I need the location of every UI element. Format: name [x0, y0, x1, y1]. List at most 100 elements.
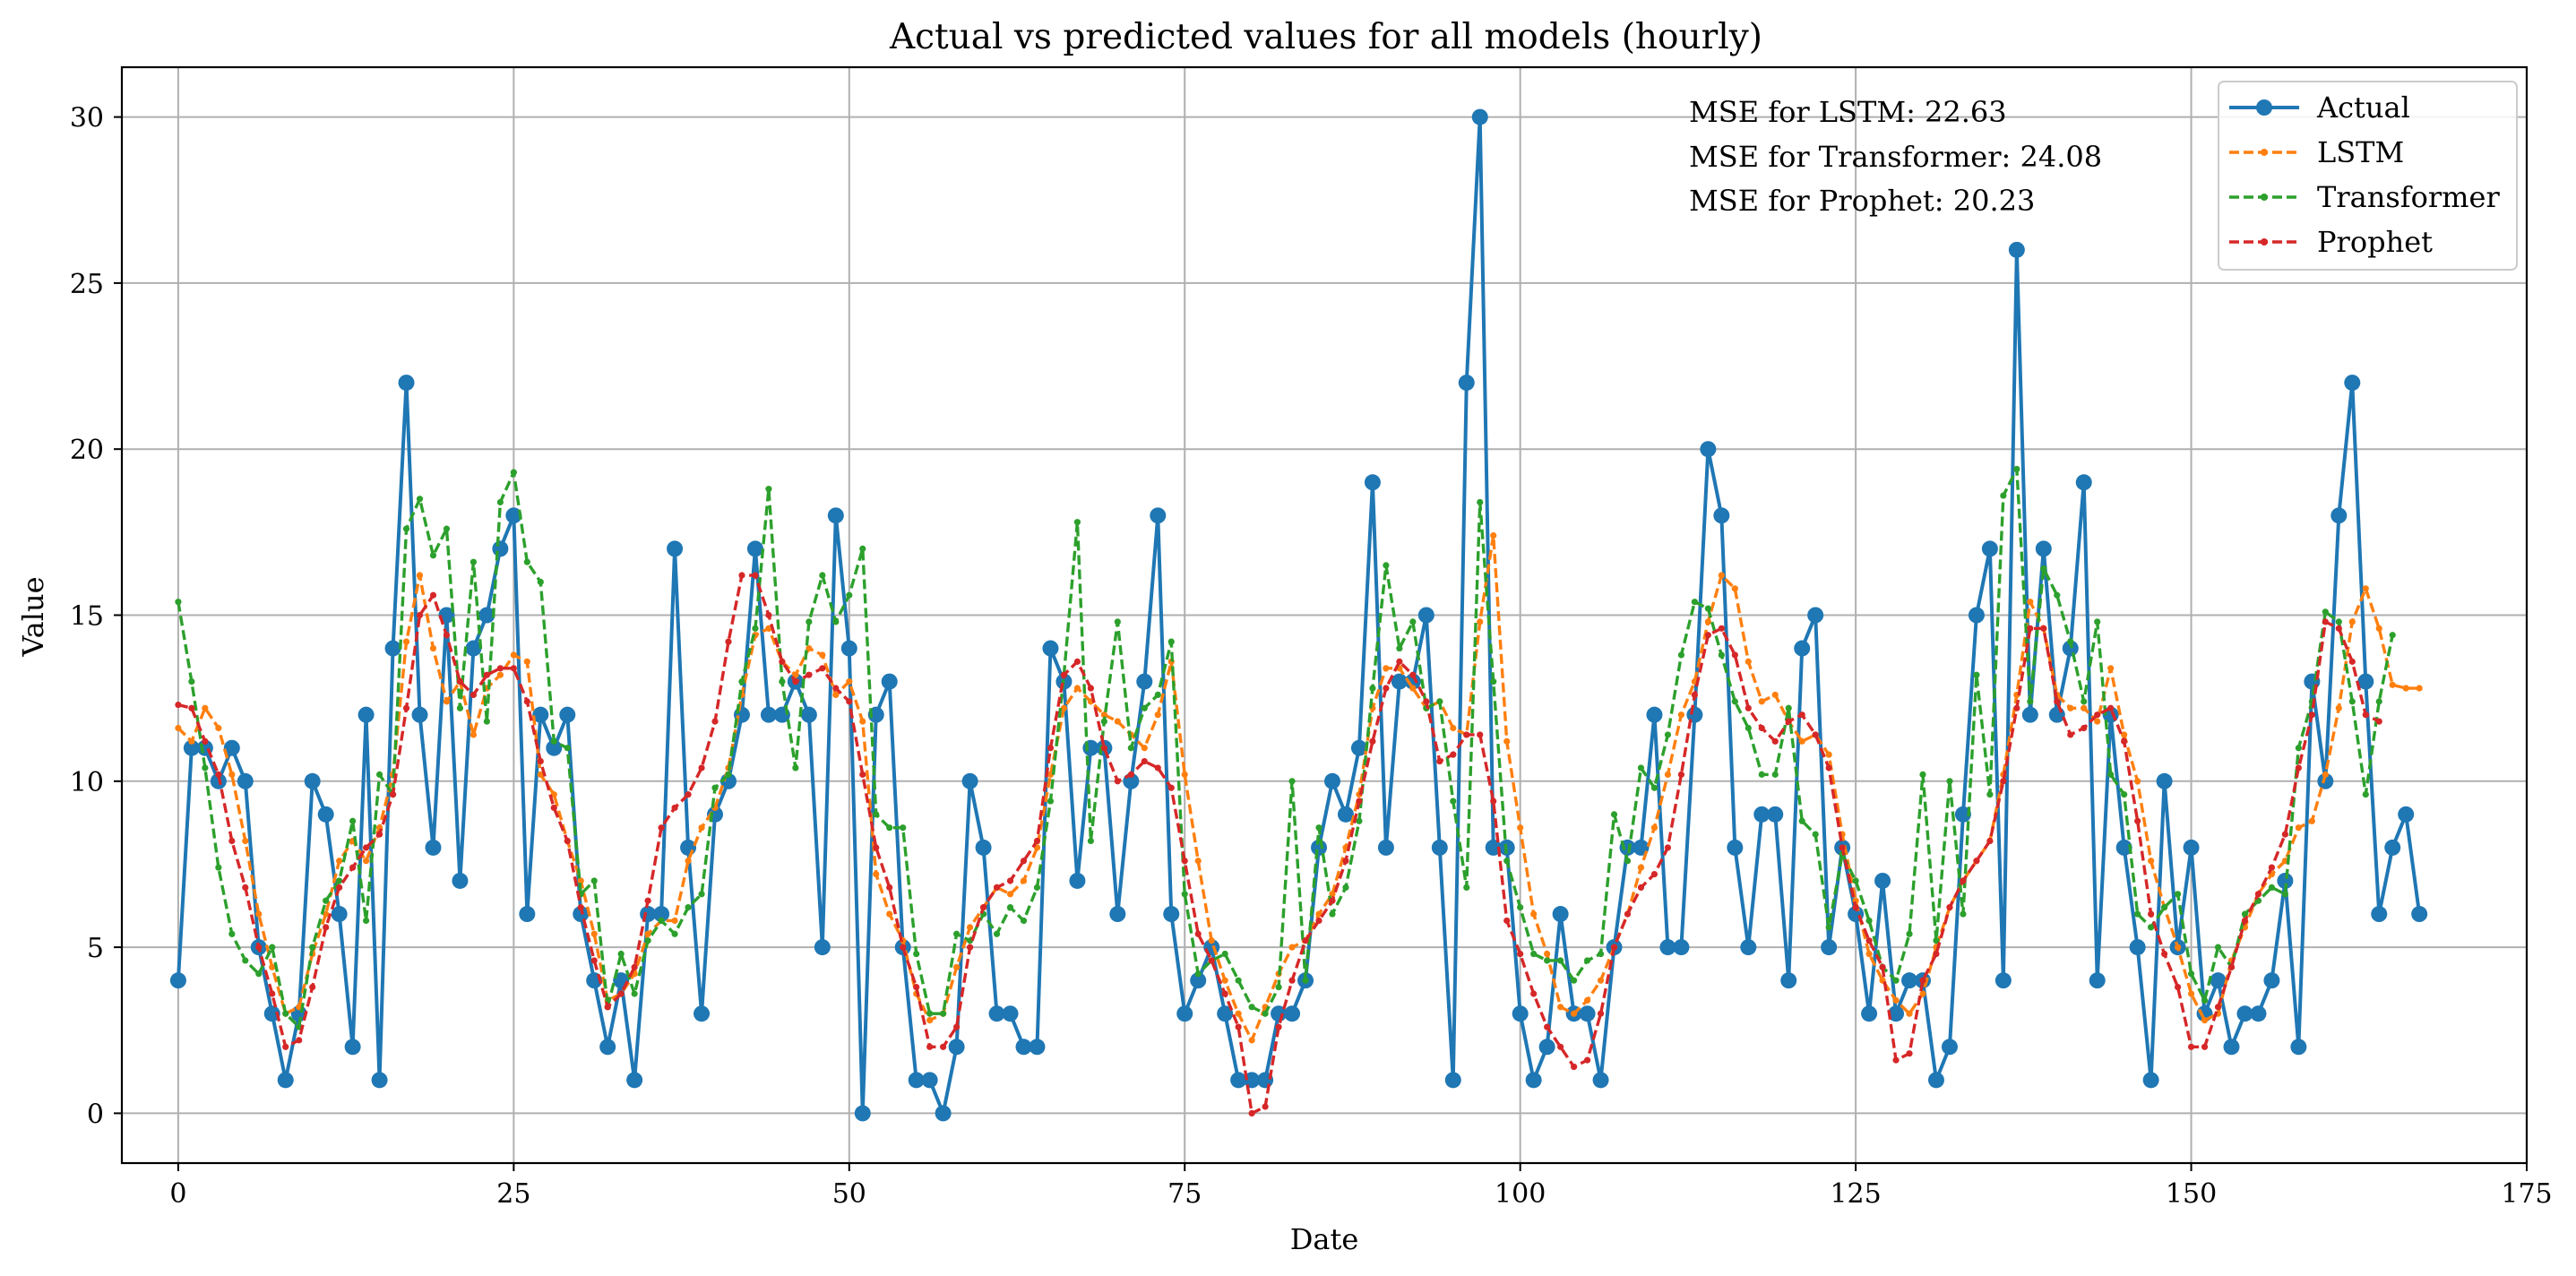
- data-point-prophet: [2134, 817, 2141, 824]
- data-point-transformer: [846, 591, 853, 599]
- data-point-actual: [371, 1072, 388, 1089]
- data-point-transformer: [202, 764, 209, 772]
- data-point-prophet: [1906, 1050, 1913, 1057]
- data-point-actual: [800, 706, 817, 723]
- data-point-lstm: [1583, 996, 1591, 1004]
- data-point-actual: [1552, 906, 1569, 923]
- data-point-transformer: [242, 957, 249, 964]
- series-lines: [169, 108, 2428, 1122]
- data-point-prophet: [1583, 1056, 1591, 1064]
- data-point-transformer: [1758, 771, 1765, 778]
- data-point-prophet: [2322, 618, 2329, 625]
- data-point-prophet: [2107, 704, 2115, 711]
- data-point-prophet: [523, 698, 530, 705]
- data-point-transformer: [1288, 778, 1296, 785]
- data-point-actual: [2398, 806, 2415, 823]
- data-point-transformer: [1530, 950, 1538, 958]
- data-point-prophet: [1302, 937, 1309, 944]
- data-point-actual: [921, 1072, 938, 1089]
- data-point-prophet: [429, 591, 437, 599]
- data-point-actual: [1579, 1005, 1596, 1022]
- data-point-prophet: [443, 632, 451, 639]
- data-point-prophet: [2000, 778, 2007, 785]
- data-point-lstm: [1235, 1010, 1242, 1017]
- data-point-actual: [2277, 872, 2294, 889]
- data-point-prophet: [1852, 904, 1859, 911]
- data-point-actual: [384, 640, 401, 657]
- data-point-transformer: [1114, 618, 1121, 625]
- data-point-prophet: [604, 1004, 611, 1011]
- data-point-lstm: [1637, 864, 1645, 871]
- data-point-prophet: [2027, 625, 2034, 632]
- data-point-actual: [1042, 640, 1059, 657]
- data-point-lstm: [1597, 977, 1605, 984]
- legend-item-actual: Actual: [2229, 91, 2410, 125]
- legend-item-prophet: Prophet: [2229, 225, 2433, 259]
- data-point-actual: [425, 839, 442, 856]
- data-point-lstm: [1544, 950, 1551, 958]
- data-point-transformer: [859, 545, 866, 552]
- data-point-transformer: [1812, 831, 1819, 838]
- data-point-actual: [223, 739, 240, 756]
- data-point-actual: [1444, 1072, 1461, 1089]
- data-point-transformer: [1073, 519, 1081, 526]
- data-point-actual: [304, 772, 321, 789]
- data-point-lstm: [1731, 585, 1738, 592]
- data-point-prophet: [202, 737, 209, 745]
- data-point-lstm: [1718, 572, 1725, 579]
- data-point-lstm: [175, 724, 182, 732]
- data-point-prophet: [188, 704, 195, 711]
- data-point-prophet: [886, 884, 893, 892]
- data-point-prophet: [2148, 910, 2155, 918]
- data-point-actual: [398, 375, 415, 392]
- data-point-prophet: [1436, 757, 1443, 765]
- data-point-transformer: [456, 704, 464, 711]
- data-point-transformer: [913, 950, 920, 958]
- legend: Actual LSTM Transformer Prophet: [2218, 81, 2518, 271]
- data-point-transformer: [1583, 957, 1591, 964]
- data-point-lstm: [819, 651, 826, 659]
- data-point-actual: [1780, 972, 1797, 989]
- data-point-lstm: [1650, 824, 1658, 832]
- data-point-transformer: [1650, 784, 1658, 791]
- data-point-transformer: [1637, 764, 1645, 772]
- data-point-actual: [1646, 706, 1663, 723]
- data-point-transformer: [1047, 798, 1055, 805]
- data-point-transformer: [590, 877, 598, 884]
- data-point-prophet: [1892, 1056, 1900, 1064]
- data-point-transformer: [483, 718, 490, 725]
- y-tick-label: 30: [70, 103, 104, 134]
- data-point-actual: [2223, 1039, 2240, 1056]
- data-point-actual: [1404, 673, 1421, 690]
- data-point-transformer: [416, 496, 424, 503]
- data-point-actual: [626, 1072, 643, 1089]
- data-point-prophet: [375, 831, 383, 838]
- data-point-prophet: [402, 704, 410, 711]
- data-point-prophet: [900, 944, 907, 951]
- y-tick-label: 10: [70, 767, 104, 798]
- data-point-actual: [1954, 806, 1971, 823]
- data-point-actual: [344, 1039, 361, 1056]
- data-point-transformer: [2013, 465, 2020, 473]
- data-point-actual: [1176, 1005, 1193, 1022]
- y-tick-label: 5: [87, 933, 104, 964]
- data-point-lstm: [765, 625, 772, 632]
- data-point-prophet: [1181, 858, 1188, 865]
- data-point-prophet: [1839, 844, 1846, 851]
- data-point-actual: [1069, 872, 1086, 889]
- data-point-prophet: [1650, 870, 1658, 878]
- data-point-prophet: [819, 665, 826, 672]
- data-point-actual: [1417, 607, 1434, 624]
- data-point-lstm: [523, 658, 530, 665]
- data-point-prophet: [1530, 990, 1538, 997]
- data-point-prophet: [510, 665, 517, 672]
- data-point-lstm: [1383, 665, 1390, 672]
- data-point-transformer: [671, 930, 678, 937]
- axis-ticks: 0 25 50 75 100 125 150 175 0 5 10 15 20 25 30: [70, 103, 2553, 1210]
- data-point-actual: [1538, 1039, 1555, 1056]
- data-point-actual: [2183, 839, 2200, 856]
- y-tick-label: 15: [70, 601, 104, 633]
- legend-item-lstm: LSTM: [2229, 135, 2404, 169]
- data-point-transformer: [1369, 685, 1376, 692]
- data-point-prophet: [2174, 983, 2182, 991]
